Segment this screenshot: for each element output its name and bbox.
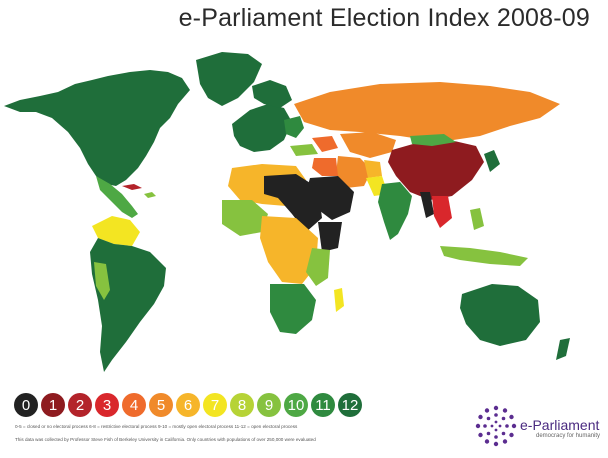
logo-tagline: democracy for humanity [536,433,601,439]
region-korea-japan [484,150,500,172]
legend-item-10: 10 [284,393,308,417]
region-libya-sudan [264,174,322,232]
legend-description: 0-5 = closed or no electoral process 6-8… [15,424,298,429]
region-afghanistan [364,160,382,178]
legend-item-7-label: 7 [210,396,220,414]
region-indochina [432,196,452,228]
legend-item-6-label: 6 [183,396,193,414]
region-eastern-europe [284,116,304,138]
legend-item-10-label: 10 [287,396,305,414]
region-india [378,182,412,240]
region-myanmar [420,192,434,218]
footnote: This data was collected by Professor Ste… [15,437,316,442]
logo-name: e-Parliament [520,417,600,433]
legend-item-5: 5 [149,393,173,417]
legend-item-1-label: 1 [48,396,58,414]
region-central-america [96,176,138,218]
region-west-africa [222,200,268,236]
legend-item-2: 2 [68,393,92,417]
legend-item-6: 6 [176,393,200,417]
legend-item-4-label: 4 [129,396,139,414]
region-caucasus [312,136,338,152]
region-china [388,140,484,200]
region-australia [460,284,540,346]
world-map [4,52,570,372]
legend-item-8: 8 [230,393,254,417]
legend-item-1: 1 [41,393,65,417]
region-iraq-syria [312,158,338,176]
region-caribbean-cuba [122,184,142,190]
legend-item-9: 9 [257,393,281,417]
legend-item-12-label: 12 [341,396,359,414]
region-south-america [90,238,166,372]
region-horn-of-africa [318,222,342,252]
region-scandinavia [252,80,292,108]
region-caribbean-islands [144,192,156,198]
legend-item-8-label: 8 [237,396,247,414]
legend-item-12: 12 [338,393,362,417]
region-east-africa [306,248,330,286]
region-central-africa [260,216,318,284]
legend-item-9-label: 9 [264,396,274,414]
region-iran [336,156,372,188]
region-mongolia [410,134,456,146]
map-title: e-Parliament Election Index 2008-09 [178,4,590,32]
region-russia [294,82,560,142]
legend-item-4: 4 [122,393,146,417]
region-new-zealand [556,338,570,360]
region-north-america [4,70,190,186]
legend: 0 1 2 3 4 5 6 7 8 9 10 11 12 [14,393,362,417]
region-madagascar [334,288,344,312]
region-philippines [470,208,484,230]
region-southern-africa [270,284,316,334]
legend-item-11-label: 11 [315,396,331,414]
region-turkey [290,144,318,156]
legend-item-11: 11 [311,393,335,417]
region-western-europe [232,104,292,152]
legend-item-0: 0 [14,393,38,417]
legend-item-3-label: 3 [102,396,112,414]
region-central-asia [340,132,396,158]
legend-item-2-label: 2 [75,396,85,414]
legend-item-3: 3 [95,393,119,417]
region-south-america-north [92,216,140,246]
region-greenland [196,52,262,106]
legend-item-0-label: 0 [21,396,31,414]
legend-item-7: 7 [203,393,227,417]
region-indonesia [440,246,528,266]
e-parliament-logo-icon [475,405,517,447]
region-south-america-west [94,262,110,300]
legend-item-5-label: 5 [156,396,166,414]
